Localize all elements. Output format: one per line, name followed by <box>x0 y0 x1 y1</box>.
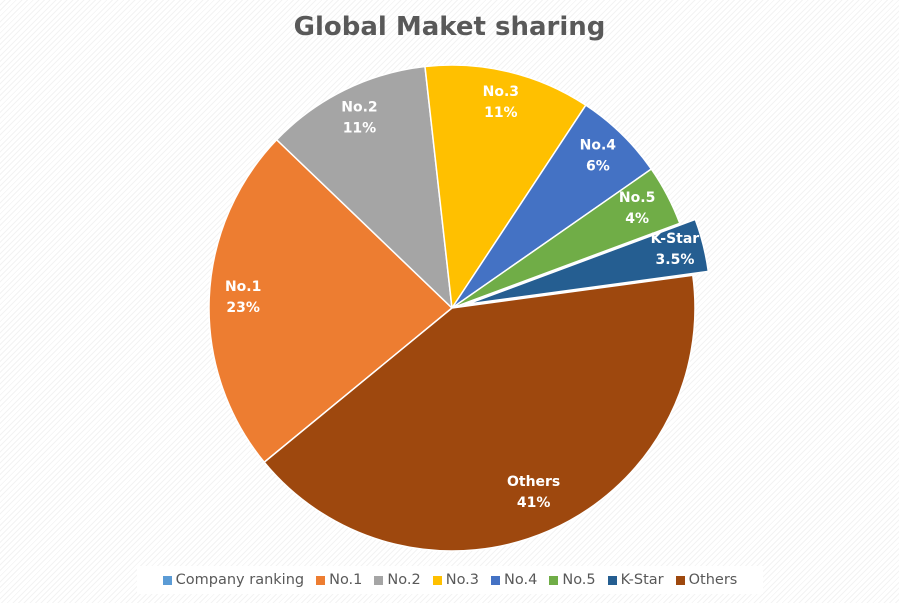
data-label-value: 11% <box>484 105 518 121</box>
data-label-value: 3.5% <box>656 252 695 268</box>
chart-title: Global Maket sharing <box>293 12 606 42</box>
legend-label: No.4 <box>504 572 538 588</box>
legend-swatch <box>549 575 559 585</box>
pie-slice-no-2 <box>275 65 453 310</box>
legend-swatch <box>374 575 384 585</box>
legend-swatch <box>162 575 172 585</box>
legend-label: Company ranking <box>175 572 305 588</box>
data-label-name: No.2 <box>341 100 377 116</box>
legend-item: Company ranking <box>162 572 305 588</box>
legend-swatch <box>607 575 617 585</box>
data-label-value: 6% <box>586 158 610 174</box>
legend-item: Others <box>675 572 738 588</box>
pie-slice-no-5 <box>451 168 681 309</box>
legend-item: No.4 <box>491 572 537 588</box>
legend-swatch <box>491 575 501 585</box>
legend-label: No.2 <box>387 572 421 588</box>
legend-label: Others <box>688 572 738 588</box>
legend-item: No.5 <box>549 572 596 588</box>
data-label-value: 41% <box>517 495 551 511</box>
legend-item: No.2 <box>374 572 421 588</box>
data-label-name: Others <box>507 474 560 490</box>
legend-item: No.3 <box>432 572 480 588</box>
legend-item: K-Star <box>607 572 664 588</box>
legend-label: No.1 <box>329 572 363 588</box>
data-label-name: No.1 <box>225 279 261 295</box>
data-label-name: K-Star <box>651 231 700 247</box>
data-label-name: No.5 <box>619 190 655 206</box>
pie-slice-no-3 <box>424 64 587 311</box>
pie-slice-k-star <box>467 218 710 305</box>
pie-slice-no-1 <box>208 138 454 464</box>
legend-item: No.1 <box>316 572 362 588</box>
pie-slice-others <box>263 274 696 552</box>
data-label-value: 23% <box>226 300 260 316</box>
data-label-name: No.4 <box>580 137 617 153</box>
legend-label: K-Star <box>620 572 664 588</box>
legend-label: No.5 <box>562 572 596 588</box>
legend: Company ranking No.1 No.2 No.3 No.4 No.5 K-Sta… <box>137 566 763 594</box>
data-label-value: 4% <box>625 211 649 227</box>
legend-label: No.3 <box>445 572 480 588</box>
data-label-name: No.3 <box>483 84 519 100</box>
legend-swatch <box>432 575 442 585</box>
legend-swatch <box>675 575 685 585</box>
legend-swatch <box>316 575 326 585</box>
data-label-value: 11% <box>343 121 377 137</box>
